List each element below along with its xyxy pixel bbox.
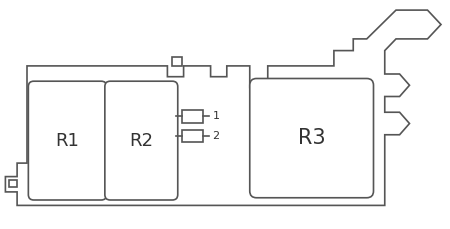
FancyBboxPatch shape bbox=[28, 81, 107, 200]
Text: R3: R3 bbox=[298, 128, 326, 148]
Bar bbox=[172, 57, 182, 66]
Bar bbox=[182, 130, 202, 142]
Bar bbox=[9, 180, 17, 186]
FancyBboxPatch shape bbox=[250, 79, 374, 198]
Text: R2: R2 bbox=[129, 132, 153, 150]
FancyBboxPatch shape bbox=[105, 81, 178, 200]
Text: 1: 1 bbox=[212, 111, 220, 121]
Bar bbox=[182, 110, 202, 123]
Text: 2: 2 bbox=[212, 131, 220, 141]
Text: R1: R1 bbox=[55, 132, 80, 150]
